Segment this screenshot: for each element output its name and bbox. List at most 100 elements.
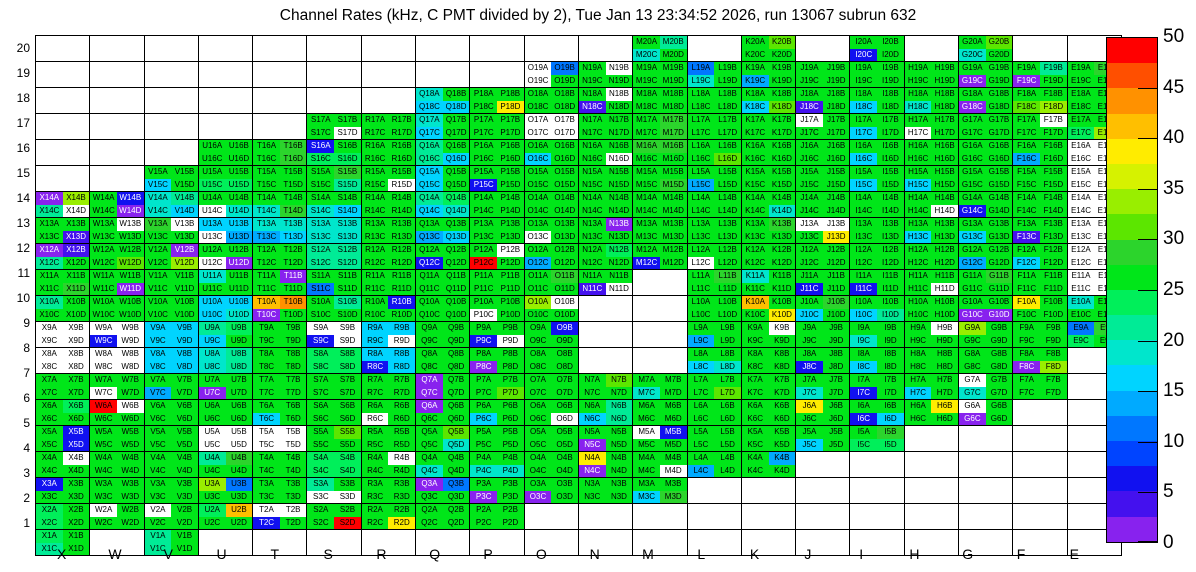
channel-O8A: O8A [525, 348, 552, 361]
colorbar-band-0 [1107, 516, 1157, 542]
cell-L17: L17A L17B L17C L17D [686, 113, 742, 140]
channel-H9D: H9D [931, 334, 958, 347]
channel-J7B: J7B [822, 374, 849, 387]
cell-R3: R3A R3B R3C R3D [360, 477, 417, 504]
channel-S12C: S12C [307, 256, 335, 269]
channel-G13B: G13B [985, 218, 1012, 231]
channel-U5C: U5C [199, 438, 226, 451]
channel-Q10C: Q10C [416, 308, 443, 321]
row-label-15: 15 [16, 165, 30, 180]
channel-K17D: K17D [768, 126, 795, 139]
channel-W8A: W8A [90, 348, 117, 361]
cell-X6: X6A X6B X6C X6D [34, 399, 91, 426]
channel-I13A: I13A [850, 218, 878, 231]
channel-G17A: G17A [959, 114, 986, 127]
channel-P6D: P6D [497, 412, 524, 425]
cell-I16: I16A I16B I16C I16D [849, 139, 905, 166]
channel-R9C: R9C [362, 334, 389, 347]
channel-P18B: P18B [497, 88, 524, 101]
channel-K7C: K7C [742, 386, 769, 399]
channel-L17C: L17C [688, 126, 715, 139]
channel-G19C: G19C [959, 74, 986, 87]
row-label-6: 6 [23, 390, 30, 405]
channel-G18A: G18A [959, 88, 986, 101]
cell-S15: S15A S15B S15C S15D [306, 165, 362, 192]
channel-Q18D: Q18D [442, 100, 469, 113]
channel-J8C: J8C [796, 360, 823, 373]
cell-N10 [577, 295, 634, 322]
channel-P7A: P7A [470, 374, 498, 387]
channel-W9A: W9A [90, 322, 117, 335]
channel-M4B: M4B [659, 452, 687, 465]
channel-W9D: W9D [116, 334, 144, 347]
channel-N15B: N15B [605, 166, 632, 179]
channel-V12C: V12C [145, 256, 172, 269]
cell-H9: H9A H9B H9C H9D [903, 321, 960, 348]
channel-S15C: S15C [307, 178, 335, 191]
channel-E9C: E9C [1068, 334, 1095, 347]
channel-K18D: K18D [768, 100, 795, 113]
cell-T6: T6A T6B T6C T6D [252, 399, 308, 426]
cell-R11: R11A R11B R11C R11D [360, 269, 417, 296]
channel-H17A: H17A [905, 114, 932, 127]
channel-W14C: W14C [90, 204, 117, 217]
channel-H9B: H9B [931, 322, 958, 335]
channel-F7C: F7C [1013, 386, 1040, 399]
row-label-5: 5 [23, 415, 30, 430]
cell-J17: J17A J17B J17C J17D [795, 113, 851, 140]
cell-O19: O19A O19B O19C O19D [523, 61, 579, 88]
channel-O6C: O6C [525, 412, 552, 425]
channel-K13C: K13C [742, 230, 769, 243]
channel-X14A: X14A [36, 192, 63, 205]
cell-P6: P6A P6B P6C P6D [469, 399, 525, 426]
channel-S12D: S12D [334, 256, 361, 269]
cell-J6: J6A J6B J6C J6D [795, 399, 851, 426]
cell-F8: F8A F8B F8C F8D [1012, 347, 1068, 374]
channel-S13B: S13B [334, 218, 361, 231]
channel-T4D: T4D [279, 464, 306, 477]
channel-M20A: M20A [633, 36, 660, 49]
channel-L11D: L11D [714, 282, 741, 295]
colorbar-band-4 [1107, 415, 1157, 441]
channel-H17C: H17C [905, 126, 932, 139]
channel-I10B: I10B [877, 296, 904, 309]
cell-R17: R17A R17B R17C R17D [360, 113, 417, 140]
cell-U14: U14A U14B U14C U14D [197, 191, 254, 218]
channel-F11D: F11D [1040, 282, 1067, 295]
cell-R15: R15A R15B R15C R15D [360, 165, 417, 192]
channel-F10B: F10B [1040, 296, 1067, 309]
row-label-12: 12 [16, 240, 30, 255]
cell-U17 [197, 113, 254, 140]
channel-S9D: S9D [334, 334, 361, 347]
channel-R3B: R3B [388, 478, 415, 491]
channel-L7A: L7A [688, 374, 715, 387]
channel-P18C: P18C [470, 100, 498, 113]
channel-N7C: N7C [579, 386, 606, 399]
channel-H16B: H16B [931, 140, 958, 153]
channel-U5B: U5B [225, 426, 252, 439]
channel-G7A: G7A [959, 374, 986, 387]
channel-J12B: J12B [822, 244, 849, 257]
channel-T6D: T6D [279, 412, 306, 425]
row-label-8: 8 [23, 340, 30, 355]
cell-V4: V4A V4B V4C V4D [143, 451, 199, 478]
channel-S16B: S16B [334, 140, 361, 153]
channel-U11A: U11A [199, 270, 226, 283]
channel-Q10A: Q10A [416, 296, 443, 309]
channel-W5C: W5C [90, 438, 117, 451]
channel-R13D: R13D [388, 230, 415, 243]
colorbar-band-10 [1107, 264, 1157, 290]
cell-J1 [795, 529, 851, 556]
channel-T6C: T6C [253, 412, 280, 425]
channel-I7B: I7B [877, 374, 904, 387]
channel-M19A: M19A [633, 62, 660, 75]
channel-J9A: J9A [796, 322, 823, 335]
colorbar-band-18 [1107, 63, 1157, 89]
channel-N12A: N12A [579, 244, 606, 257]
column-label-X: X [56, 546, 67, 562]
channel-H12D: H12D [931, 256, 958, 269]
cell-S5: S5A S5B S5C S5D [306, 425, 362, 452]
cell-F11: F11A F11B F11C F11D [1012, 269, 1068, 296]
column-label-M: M [642, 546, 654, 562]
channel-F13B: F13B [1040, 218, 1067, 231]
